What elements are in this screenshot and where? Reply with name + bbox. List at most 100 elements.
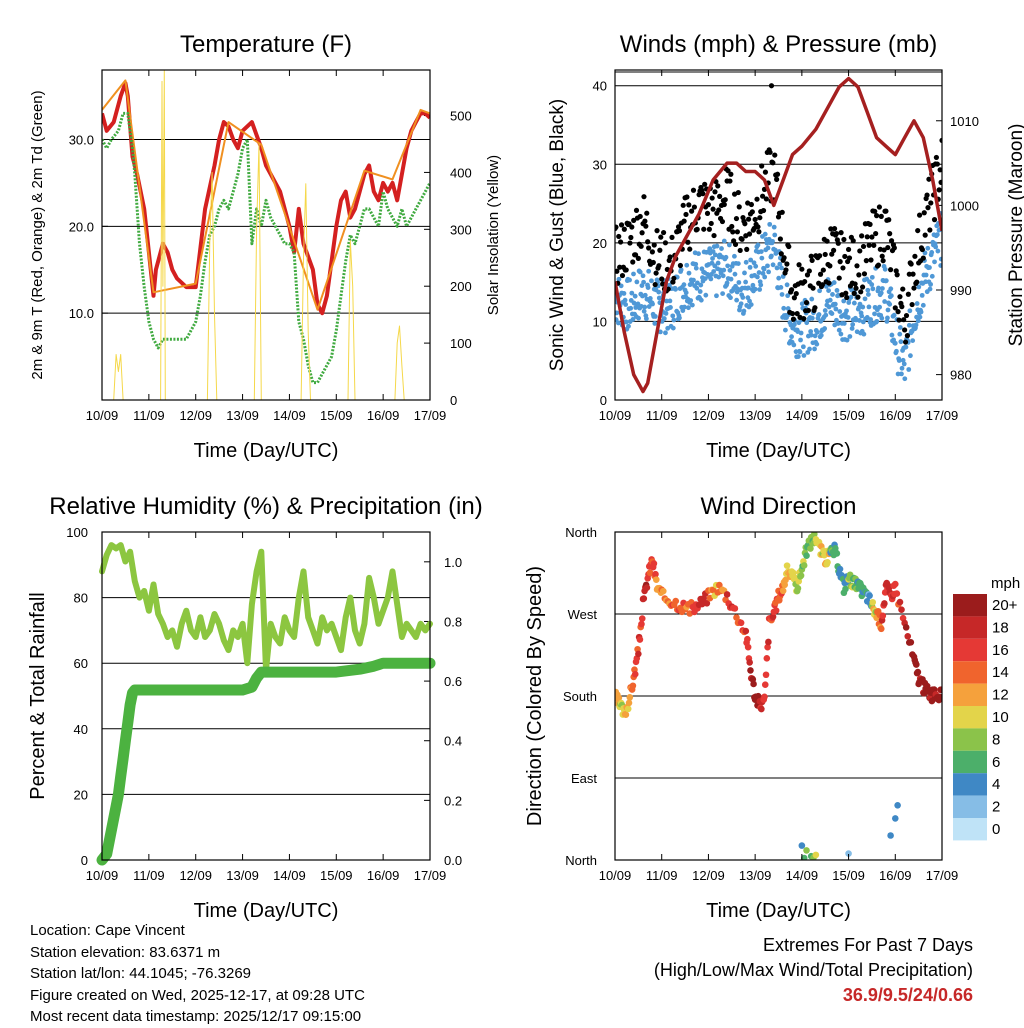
- winds-gust-point: [683, 211, 689, 218]
- winds-gust-point: [878, 213, 884, 219]
- winds-wind-point: [703, 292, 709, 298]
- winds-wind-point: [715, 260, 721, 266]
- figure-created: Figure created on Wed, 2025-12-17, at 09…: [30, 986, 365, 1004]
- colorbar-label: 0: [992, 821, 1000, 838]
- winds-wind-point: [623, 302, 629, 307]
- winds-gust-point: [645, 239, 651, 245]
- humidity-y2tick-label: 0.4: [444, 734, 462, 749]
- humidity-ytick-label: 60: [74, 656, 88, 671]
- colorbar-swatch: [953, 728, 987, 751]
- winds-wind-point: [668, 305, 673, 310]
- winds-wind-point: [652, 321, 658, 326]
- winds-gust-point: [826, 280, 832, 286]
- humidity-xtick-label: 14/09: [273, 868, 306, 883]
- winds-gust-point: [757, 215, 763, 221]
- winds-gust-point: [891, 245, 897, 251]
- winds-gust-point: [708, 220, 714, 227]
- winds-gust-point: [845, 246, 852, 253]
- direction-title: Wind Direction: [700, 493, 856, 520]
- direction-point: [836, 565, 844, 573]
- winds-wind-point: [630, 317, 636, 322]
- temperature-ytick-label: 30.0: [69, 132, 94, 147]
- winds-wind-point: [728, 295, 733, 301]
- colorbar-label: 2: [992, 799, 1000, 816]
- winds-gust-point: [920, 255, 926, 261]
- winds-gust-point: [844, 294, 850, 301]
- winds-y2tick-label: 980: [950, 368, 972, 383]
- winds-wind-point: [776, 275, 782, 281]
- humidity-ytick-label: 40: [74, 722, 88, 737]
- direction-point: [800, 854, 808, 860]
- winds-wind-point: [804, 320, 810, 326]
- winds-gust-point: [762, 169, 769, 175]
- direction-xtick-label: 15/09: [832, 868, 865, 883]
- winds-gust-point: [886, 217, 892, 223]
- direction-point: [807, 545, 814, 552]
- winds-wind-point: [632, 293, 638, 299]
- temperature-y2tick-label: 200: [450, 279, 472, 294]
- winds-wind-point: [849, 326, 855, 331]
- direction-xtick-label: 17/09: [926, 868, 959, 883]
- winds-gust-point: [885, 244, 891, 251]
- winds-gust-point: [820, 267, 826, 273]
- winds-gust-point: [808, 253, 814, 259]
- winds-wind-point: [689, 302, 695, 308]
- winds-wind-point: [671, 317, 677, 323]
- humidity-y2tick-label: 0.8: [444, 614, 462, 629]
- winds-gust-point: [888, 238, 895, 244]
- winds-wind-point: [761, 266, 767, 272]
- humidity-frame: [101, 531, 431, 861]
- winds-wind-point: [906, 322, 912, 328]
- winds-wind-point: [927, 265, 932, 270]
- winds-gust-point: [902, 327, 908, 333]
- winds-wind-point: [698, 297, 704, 303]
- direction-point: [913, 661, 920, 668]
- winds-wind-point: [865, 292, 871, 297]
- colorbar-swatch: [953, 750, 987, 774]
- winds-wind-point: [908, 353, 913, 359]
- winds-wind-point: [938, 263, 942, 268]
- winds-gust-point: [629, 224, 635, 230]
- winds-gust-point: [619, 272, 626, 279]
- humidity-xtick-label: 15/09: [320, 868, 353, 883]
- winds-wind-point: [879, 286, 885, 291]
- direction-point: [703, 600, 711, 607]
- winds-wind-point: [758, 282, 764, 288]
- direction-point: [652, 576, 660, 583]
- winds-wind-point: [646, 268, 652, 274]
- winds-gust-point: [649, 249, 655, 255]
- winds-wind-point: [844, 337, 850, 343]
- winds-wind-point: [929, 250, 935, 255]
- winds-gust-point: [658, 234, 664, 240]
- direction-point: [904, 633, 912, 640]
- winds-gust-point: [712, 189, 718, 195]
- winds-gust-point: [737, 247, 743, 254]
- winds-wind-point: [742, 270, 747, 276]
- winds-gust-point: [633, 207, 640, 213]
- winds-gust-point: [873, 230, 879, 237]
- winds-gust-point: [921, 210, 927, 216]
- winds-wind-point: [808, 332, 814, 338]
- winds-wind-point: [889, 332, 895, 338]
- winds-wind-point: [906, 367, 912, 372]
- winds-wind-point: [684, 262, 690, 268]
- winds-gust-point: [804, 272, 811, 278]
- direction-point: [782, 576, 789, 584]
- winds-wind-point: [795, 354, 801, 359]
- winds-wind-point: [656, 289, 662, 295]
- winds-gust-point: [843, 290, 849, 296]
- direction-point: [631, 670, 639, 678]
- winds-wind-point: [876, 285, 881, 291]
- winds-wind-point: [799, 301, 805, 307]
- humidity-ytick-label: 20: [74, 787, 88, 802]
- winds-gust-point: [617, 264, 623, 270]
- winds-gust-point: [864, 234, 870, 240]
- winds-wind-point: [623, 319, 629, 325]
- winds-gust-point: [653, 270, 659, 276]
- winds-ytick-label: 20: [593, 236, 607, 251]
- direction-point: [769, 613, 777, 621]
- winds-wind-point: [845, 315, 851, 320]
- winds-wind-point: [783, 327, 788, 333]
- direction-point: [744, 643, 752, 651]
- winds-gust-point: [904, 333, 911, 339]
